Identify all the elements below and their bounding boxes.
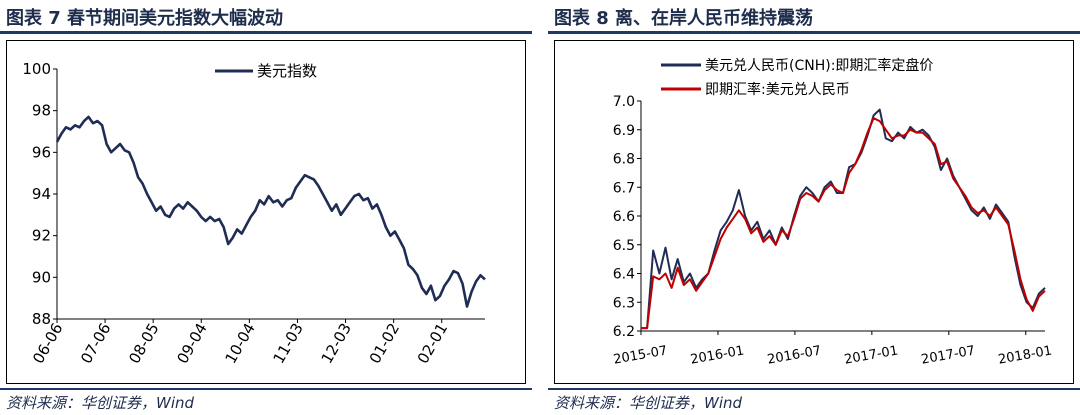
- y-tick-label: 90: [32, 268, 51, 286]
- x-tick-label: 2016-07: [766, 343, 822, 367]
- x-tick-label: 2015-07: [612, 343, 668, 367]
- figure-7-title: 图表 7 春节期间美元指数大幅波动: [6, 8, 284, 29]
- x-tick-label: 2016-01: [689, 343, 745, 367]
- cny-cnh-chart-frame: 7.0 6.9 6.8 6.7 6.6 6.5 6.4 6.3 6.2 2015-07 2016-0…: [554, 40, 1074, 384]
- x-tick-label: 2017-01: [843, 343, 899, 367]
- legend-label-1: 美元兑人民币(CNH):即期汇率定盘价: [705, 57, 933, 74]
- series-line-1: [641, 108, 1046, 330]
- legend-label-1: 美元指数: [257, 62, 317, 80]
- figure-8-panel: 图表 8 离、在岸人民币维持震荡 7.0 6.9 6.8 6.7 6.6 6.5 6.4 6.…: [548, 0, 1080, 415]
- x-tick-label: 2018-01: [997, 343, 1053, 367]
- y-tick-label: 88: [32, 310, 51, 328]
- y-tick-label: 94: [32, 185, 51, 203]
- x-tick-label: 09-04: [173, 320, 210, 367]
- y-tick-label: 96: [32, 143, 51, 161]
- series-line-2: [641, 117, 1046, 330]
- x-tick-label: 02-01: [414, 320, 451, 367]
- cny-cnh-chart: 7.0 6.9 6.8 6.7 6.6 6.5 6.4 6.3 6.2 2015-07 2016-0…: [612, 57, 1053, 368]
- legend-label-2: 即期汇率:美元兑人民币: [705, 81, 850, 98]
- y-tick-label: 6.4: [613, 267, 635, 283]
- figure-7-source: 资料来源：华创证券，Wind: [6, 394, 195, 412]
- figure-7-top-rule: [0, 31, 532, 34]
- x-tick-label: 2017-07: [920, 343, 976, 367]
- y-tick-label: 6.5: [613, 238, 635, 254]
- x-tick-label: 10-04: [221, 320, 258, 367]
- y-tick-label: 6.9: [613, 123, 635, 139]
- series-line-1: [55, 115, 486, 308]
- y-tick-label: 92: [32, 227, 51, 245]
- x-tick-label: 07-06: [77, 320, 114, 367]
- y-tick-label: 6.7: [613, 180, 635, 196]
- x-tick-label: 01-02: [366, 320, 403, 367]
- figure-8-top-rule: [548, 31, 1080, 34]
- dollar-index-chart-frame: 100 98 96 94 92 90 88 06-06 07-06 08-05 09-04 10-04…: [6, 40, 526, 384]
- y-tick-label: 100: [22, 60, 51, 78]
- figure-8-source: 资料来源：华创证券，Wind: [554, 394, 743, 412]
- y-tick-label: 6.2: [613, 324, 635, 340]
- y-tick-label: 6.3: [613, 295, 635, 311]
- figure-8-title: 图表 8 离、在岸人民币维持震荡: [554, 8, 814, 29]
- y-tick-label: 98: [32, 102, 51, 120]
- figure-8-bottom-rule: [548, 388, 1080, 390]
- y-tick-label: 6.6: [613, 209, 635, 225]
- figure-7-panel: 图表 7 春节期间美元指数大幅波动 100 98 96 94 92 90 88 06-06 07…: [0, 0, 532, 415]
- figure-7-bottom-rule: [0, 388, 532, 390]
- y-tick-label: 6.8: [613, 152, 635, 168]
- x-tick-label: 11-03: [270, 320, 307, 367]
- y-tick-label: 7.0: [613, 94, 635, 110]
- x-tick-label: 08-05: [125, 320, 162, 367]
- x-tick-label: 12-03: [318, 320, 355, 367]
